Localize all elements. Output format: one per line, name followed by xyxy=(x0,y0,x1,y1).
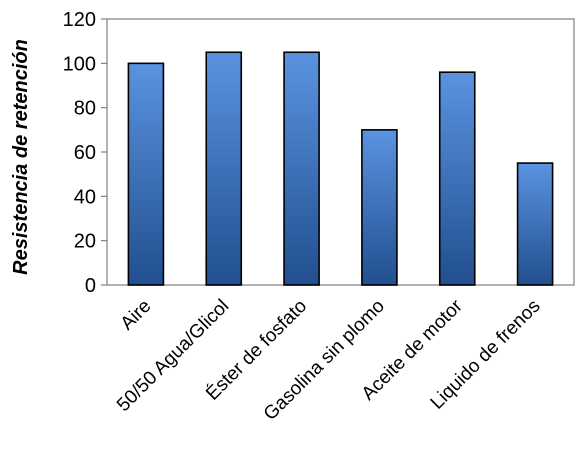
y-tick-label: 40 xyxy=(74,186,96,208)
bar-0 xyxy=(127,62,165,286)
bar-1 xyxy=(205,51,243,286)
bar-3 xyxy=(361,129,398,286)
y-tick-label: 0 xyxy=(85,275,96,297)
bar-5 xyxy=(516,162,554,286)
x-tick-label: Aire xyxy=(117,296,156,335)
y-axis-ticks: 0 20 40 60 80 100 120 xyxy=(63,9,107,297)
bars-group xyxy=(127,51,554,286)
y-tick-label: 80 xyxy=(74,98,96,120)
plot-border xyxy=(106,18,575,286)
y-tick-label: 60 xyxy=(74,142,96,164)
y-tick-label: 20 xyxy=(74,231,96,253)
y-tick-label: 100 xyxy=(63,53,96,75)
bar-4 xyxy=(438,71,476,286)
y-tick-label: 120 xyxy=(63,9,96,31)
bar-2 xyxy=(283,51,320,286)
plot-frame xyxy=(106,18,575,286)
y-axis-title: Resistencia de retención xyxy=(10,39,32,275)
